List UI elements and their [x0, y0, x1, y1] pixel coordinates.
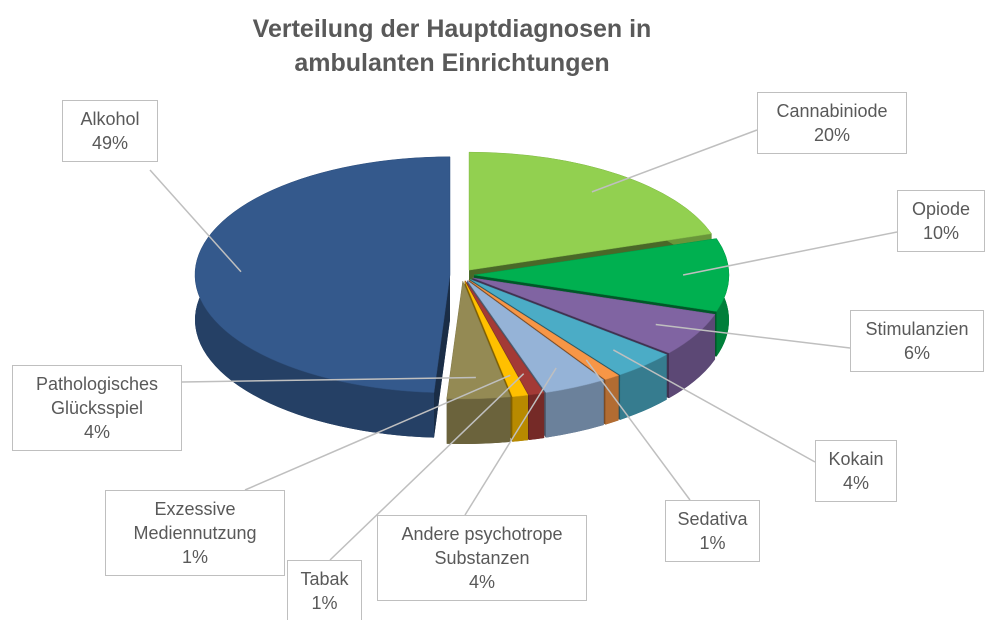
- data-label: Cannabiniode 20%: [757, 92, 907, 154]
- label-value: 4%: [842, 473, 869, 493]
- label-value: 1%: [699, 533, 726, 553]
- slice: [470, 279, 668, 376]
- leader-line: [244, 374, 511, 491]
- label-value: 10%: [922, 223, 960, 243]
- leader-line: [149, 169, 242, 273]
- data-label: Stimulanzien 6%: [850, 310, 984, 372]
- label-value: 4%: [83, 422, 110, 442]
- data-label: Tabak 1%: [287, 560, 362, 620]
- slice: [472, 277, 716, 354]
- data-label: Opiode 10%: [897, 190, 985, 252]
- slice-wall: [512, 395, 529, 442]
- slice: [468, 151, 713, 271]
- leader-line: [682, 231, 898, 276]
- label-value: 49%: [91, 133, 129, 153]
- leader-line: [464, 367, 557, 516]
- slice: [466, 280, 605, 393]
- slice-wall: [668, 314, 716, 399]
- slice-wall: [446, 396, 511, 444]
- label-value: 20%: [813, 125, 851, 145]
- leader-line: [655, 323, 851, 349]
- leader-line: [585, 359, 691, 501]
- leader-line: [591, 129, 758, 193]
- label-value: 6%: [903, 343, 930, 363]
- data-label: Exzessive Mediennutzung 1%: [105, 490, 285, 576]
- label-category: Opiode: [911, 199, 971, 219]
- label-category: Andere psychotrope Substanzen: [401, 524, 563, 568]
- label-category: Stimulanzien: [865, 319, 969, 339]
- label-category: Exzessive Mediennutzung: [133, 499, 257, 543]
- data-label: Sedativa 1%: [665, 500, 760, 562]
- label-category: Kokain: [828, 449, 884, 469]
- label-category: Alkohol: [80, 109, 140, 129]
- data-label: Kokain 4%: [815, 440, 897, 502]
- slice: [464, 280, 529, 398]
- label-value: 1%: [181, 547, 208, 567]
- slice: [194, 156, 451, 393]
- label-value: 1%: [311, 593, 338, 613]
- slice: [473, 238, 730, 312]
- slice-group: [194, 156, 451, 438]
- label-category: Sedativa: [677, 509, 748, 529]
- data-label: Pathologisches Glücksspiel 4%: [12, 365, 182, 451]
- label-category: Pathologisches Glücksspiel: [35, 374, 159, 418]
- slice-side: [433, 274, 451, 438]
- leader-line: [181, 376, 476, 383]
- label-value: 4%: [468, 572, 495, 592]
- label-category: Tabak: [300, 569, 349, 589]
- slice-wall: [545, 380, 604, 438]
- slice: [446, 280, 511, 400]
- data-label: Andere psychotrope Substanzen 4%: [377, 515, 587, 601]
- chart-title: Verteilung der Hauptdiagnosen in ambulan…: [252, 15, 652, 77]
- slice-wall: [605, 375, 619, 425]
- slice: [468, 279, 620, 380]
- slice: [465, 280, 545, 396]
- data-label: Alkohol 49%: [62, 100, 158, 162]
- label-category: Cannabiniode: [776, 101, 888, 121]
- leader-line: [612, 349, 816, 463]
- leader-line: [329, 373, 525, 561]
